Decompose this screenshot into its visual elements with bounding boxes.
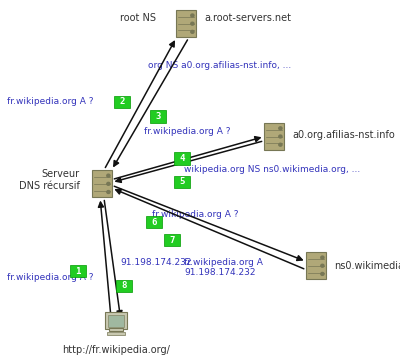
- Bar: [107, 332, 125, 335]
- Text: a.root-servers.net: a.root-servers.net: [204, 13, 291, 23]
- Circle shape: [191, 30, 194, 33]
- Text: fr.wikipedia.org A ?: fr.wikipedia.org A ?: [7, 98, 94, 106]
- Text: Serveur
DNS récursif: Serveur DNS récursif: [19, 169, 80, 191]
- Circle shape: [191, 22, 194, 25]
- Circle shape: [321, 272, 324, 275]
- Text: 2: 2: [119, 98, 125, 106]
- Bar: [92, 170, 112, 197]
- Bar: [306, 252, 326, 280]
- Text: org NS a0.org.afilias-nst.info, ...: org NS a0.org.afilias-nst.info, ...: [148, 61, 291, 70]
- Bar: [109, 328, 123, 331]
- Text: root NS: root NS: [120, 13, 156, 23]
- Bar: [116, 280, 132, 292]
- Text: 8: 8: [121, 281, 127, 290]
- Circle shape: [279, 143, 282, 146]
- Circle shape: [107, 182, 110, 185]
- Text: 7: 7: [169, 236, 175, 245]
- Text: 3: 3: [155, 112, 161, 121]
- Text: 5: 5: [179, 178, 185, 186]
- Circle shape: [107, 174, 110, 177]
- Bar: [105, 312, 127, 329]
- Text: a0.org.afilias-nst.info: a0.org.afilias-nst.info: [292, 130, 395, 140]
- Bar: [108, 316, 124, 327]
- Text: 91.198.174.232: 91.198.174.232: [120, 258, 192, 266]
- Bar: [174, 152, 190, 165]
- Circle shape: [191, 14, 194, 17]
- Bar: [70, 265, 86, 277]
- Text: fr.wikipedia.org A
91.198.174.232: fr.wikipedia.org A 91.198.174.232: [184, 258, 263, 277]
- Bar: [114, 96, 130, 108]
- Text: 6: 6: [151, 218, 157, 226]
- Bar: [164, 234, 180, 246]
- Text: 4: 4: [179, 154, 185, 163]
- Text: ns0.wikimedia.org: ns0.wikimedia.org: [334, 261, 400, 271]
- Bar: [174, 176, 190, 188]
- Circle shape: [279, 135, 282, 138]
- Bar: [264, 123, 284, 150]
- Text: wikipedia.org NS ns0.wikimedia.org, ...: wikipedia.org NS ns0.wikimedia.org, ...: [184, 165, 360, 174]
- Text: fr.wikipedia.org A ?: fr.wikipedia.org A ?: [7, 273, 94, 282]
- Text: http://fr.wikipedia.org/: http://fr.wikipedia.org/: [62, 345, 170, 355]
- Text: 1: 1: [75, 267, 81, 276]
- Text: fr.wikipedia.org A ?: fr.wikipedia.org A ?: [144, 127, 230, 135]
- Bar: [176, 10, 196, 37]
- Circle shape: [279, 127, 282, 130]
- Circle shape: [321, 264, 324, 267]
- Text: fr.wikipedia.org A ?: fr.wikipedia.org A ?: [152, 210, 238, 219]
- Bar: [146, 216, 162, 228]
- Bar: [150, 110, 166, 123]
- Circle shape: [321, 256, 324, 259]
- Circle shape: [107, 191, 110, 193]
